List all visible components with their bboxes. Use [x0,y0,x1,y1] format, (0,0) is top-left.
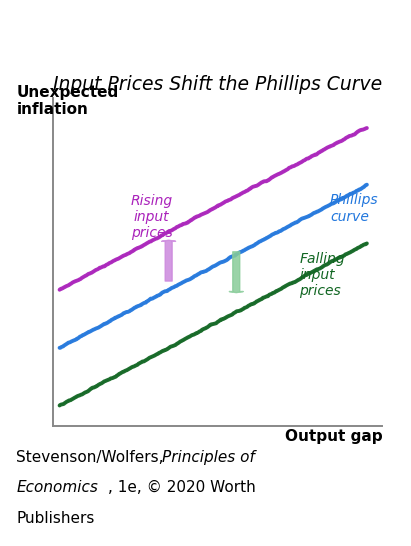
Text: Phillips
curve: Phillips curve [330,193,379,223]
Text: Output gap: Output gap [284,429,382,443]
Text: , 1e, © 2020 Worth: , 1e, © 2020 Worth [108,480,255,495]
Text: Stevenson/Wolfers,: Stevenson/Wolfers, [16,450,169,465]
Text: Principles of: Principles of [162,450,255,465]
Text: Unexpected
inflation: Unexpected inflation [16,85,119,117]
Text: Economics: Economics [16,480,98,495]
Text: Rising
input
prices: Rising input prices [131,194,173,240]
Text: Falling
input
prices: Falling input prices [299,252,345,298]
Text: Publishers: Publishers [16,511,95,525]
Title: Input Prices Shift the Phillips Curve: Input Prices Shift the Phillips Curve [53,75,382,94]
